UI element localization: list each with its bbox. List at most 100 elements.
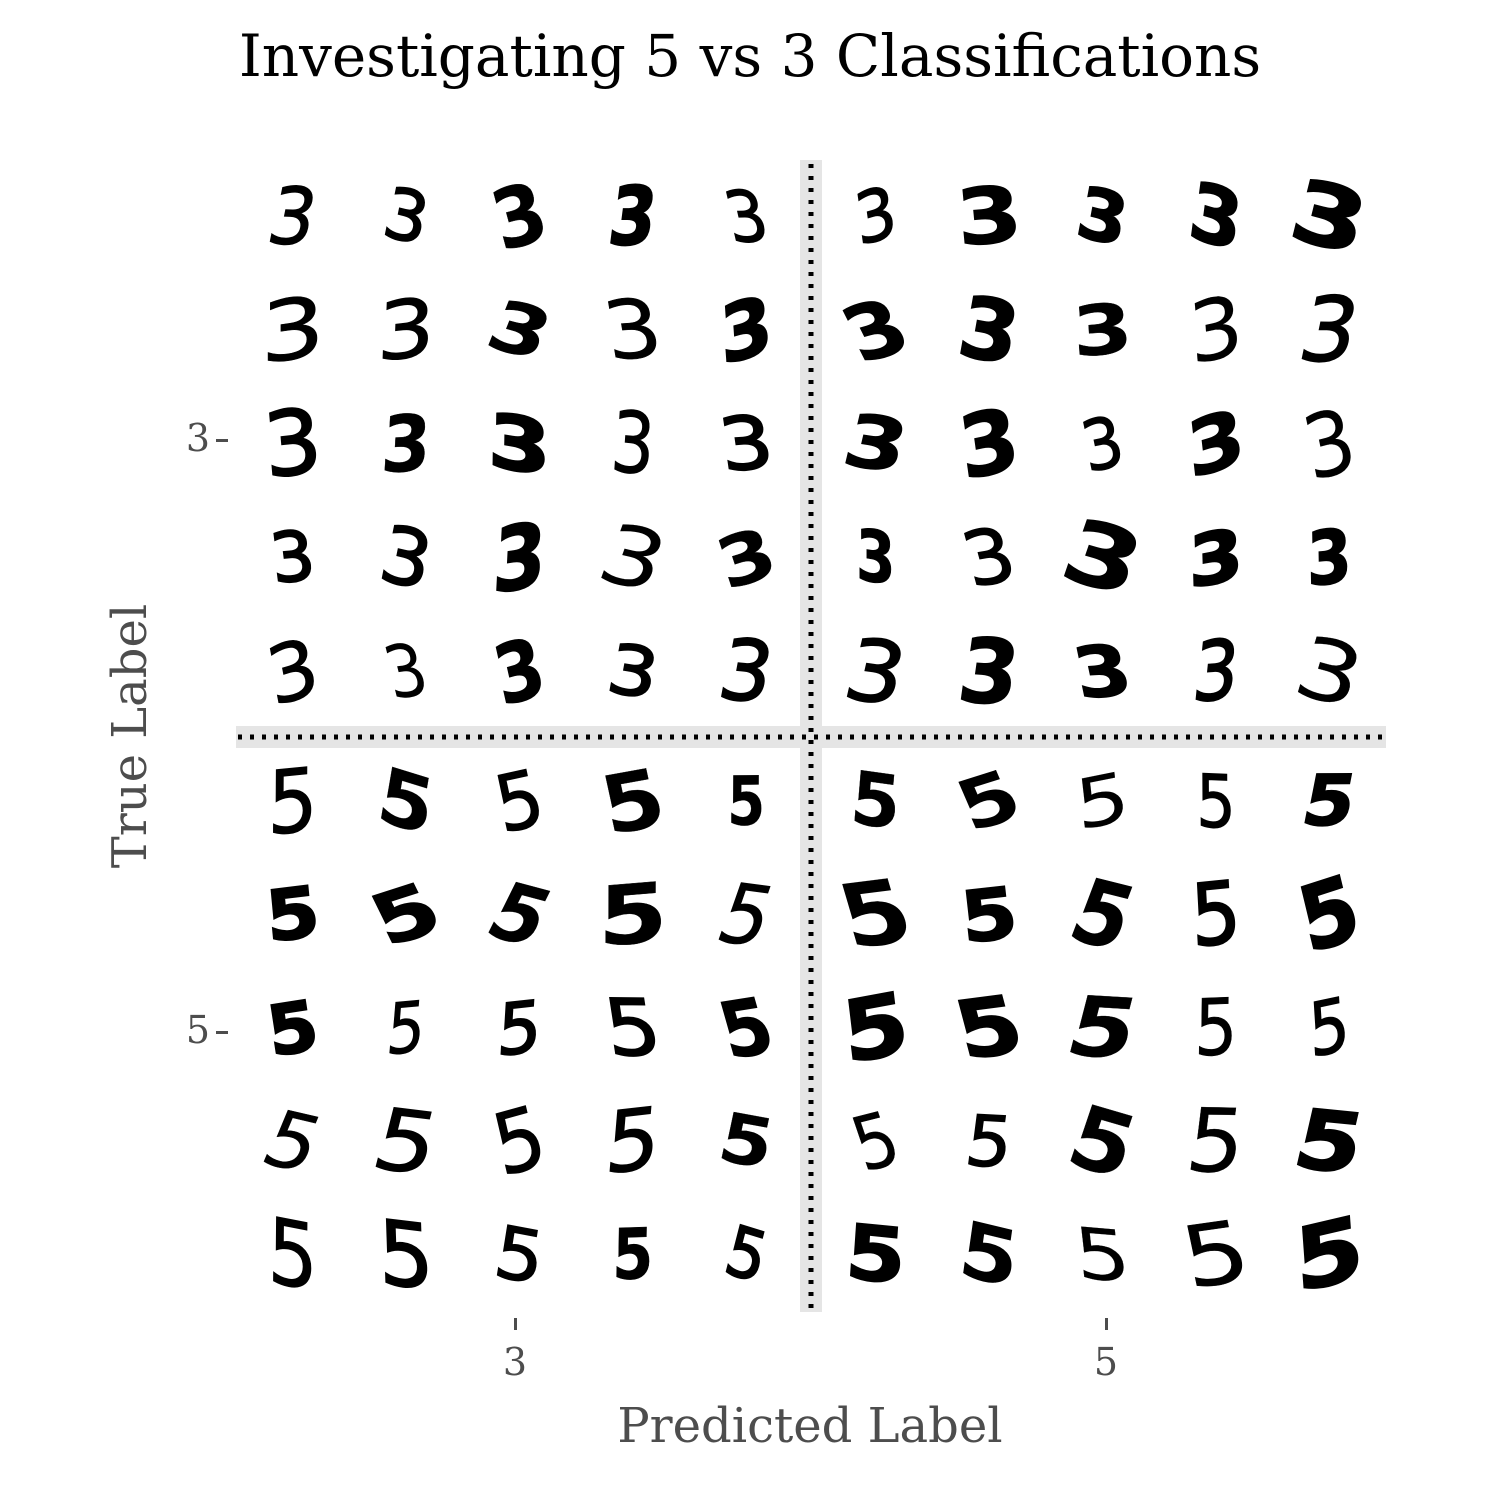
digit-image-5-as-5-17: 5	[1057, 1085, 1149, 1199]
digit-image-5-as-3-8: 5	[598, 864, 668, 965]
digit-image-3-as-3-18: 3	[587, 506, 680, 611]
digit-image-5-as-5-22: 5	[1070, 1211, 1135, 1299]
digit-image-5-as-5-18: 5	[1181, 1090, 1251, 1194]
digit-image-5-as-5-10: 5	[837, 973, 914, 1083]
digit-image-5-as-3-10: 5	[262, 984, 324, 1072]
digit-image-5-as-5-23: 5	[1173, 1202, 1258, 1308]
digit-image-3-as-3-15: 3	[266, 517, 319, 599]
digit-image-3-as-5-14: 3	[1294, 388, 1364, 501]
digit-image-3-as-5-3: 3	[1184, 163, 1248, 270]
digit-image-3-as-5-21: 3	[952, 618, 1025, 726]
y-tick-mark-5	[216, 1031, 228, 1034]
digit-image-5-as-3-16: 5	[363, 1089, 448, 1194]
digit-image-3-as-3-6: 3	[375, 281, 437, 381]
digit-image-3-as-3-12: 3	[487, 395, 551, 493]
digit-image-5-as-3-17: 5	[484, 1087, 555, 1196]
digit-image-5-as-5-24: 5	[1292, 1197, 1368, 1313]
digit-image-3-as-5-1: 3	[952, 170, 1026, 265]
x-tick-label-3: 3	[502, 1340, 528, 1384]
digit-image-5-as-5-21: 5	[954, 1204, 1025, 1307]
horizontal-divider-band	[236, 726, 1386, 748]
digit-image-3-as-5-12: 3	[1074, 400, 1130, 488]
digit-image-3-as-3-10: 3	[260, 390, 326, 499]
digit-image-5-as-3-6: 5	[358, 868, 454, 963]
digit-image-5-as-3-23: 5	[612, 1214, 654, 1297]
quadrant-true-3-pred-3: 3 3 3 3 33 3 3 3 33 3 3 3 33 3 3 3 33 3 3 3 3	[259, 163, 787, 725]
digit-image-3-as-3-16: 3	[373, 508, 440, 608]
digit-image-3-as-5-5: 3	[828, 282, 924, 380]
digit-image-5-as-3-0: 5	[267, 748, 318, 856]
digit-image-3-as-3-3: 3	[604, 170, 662, 264]
digit-image-3-as-3-7: 3	[476, 285, 562, 376]
digit-image-5-as-3-21: 5	[377, 1200, 435, 1311]
digit-image-5-as-3-2: 5	[487, 752, 552, 851]
digit-image-3-as-3-8: 3	[597, 282, 669, 379]
digit-image-3-as-3-21: 3	[376, 628, 437, 716]
digit-image-3-as-5-7: 3	[1070, 288, 1135, 373]
digit-image-5-as-3-3: 5	[593, 750, 674, 853]
digit-image-5-as-3-9: 5	[706, 865, 786, 965]
digit-image-3-as-3-0: 3	[261, 171, 325, 264]
digit-image-3-as-3-23: 3	[602, 629, 665, 715]
digit-image-3-as-3-17: 3	[491, 502, 549, 614]
quadrant-true-5-pred-5: 5 5 5 5 55 5 5 5 55 5 5 5 55 5 5 5 55 5 5 5 5	[827, 755, 1373, 1314]
digit-image-3-as-3-2: 3	[482, 164, 558, 271]
digit-image-5-as-5-12: 5	[1057, 979, 1148, 1078]
y-tick-label-5: 5	[185, 1008, 210, 1052]
digit-image-5-as-5-15: 5	[841, 1095, 910, 1189]
digit-image-5-as-3-13: 5	[599, 983, 668, 1074]
digit-image-5-as-3-11: 5	[384, 985, 429, 1071]
digit-image-5-as-3-22: 5	[489, 1209, 550, 1301]
digit-image-5-as-5-2: 5	[1071, 757, 1133, 847]
digit-image-5-as-5-7: 5	[1058, 860, 1148, 971]
digit-image-5-as-5-9: 5	[1290, 856, 1369, 974]
digit-image-3-as-3-5: 3	[260, 278, 325, 384]
digit-image-5-as-3-18: 5	[602, 1089, 664, 1194]
digit-image-3-as-5-22: 3	[1066, 630, 1138, 715]
y-tick-mark-3	[216, 439, 228, 442]
digit-image-5-as-3-19: 5	[712, 1098, 781, 1185]
digit-image-3-as-5-8: 3	[1185, 276, 1247, 384]
digit-image-5-as-5-11: 5	[946, 979, 1033, 1078]
digit-image-5-as-5-1: 5	[945, 755, 1034, 848]
quadrant-true-3-pred-5: 3 3 3 3 33 3 3 3 33 3 3 3 33 3 3 3 33 3 3 3 3	[827, 158, 1378, 728]
digit-image-3-as-5-18: 3	[1188, 512, 1244, 605]
digit-image-5-as-3-7: 5	[473, 865, 566, 964]
digit-image-5-as-3-1: 5	[371, 750, 440, 854]
quadrant-true-5-pred-3: 5 5 5 5 55 5 5 5 55 5 5 5 55 5 5 5 55 5 5 5 5	[250, 747, 787, 1313]
digit-image-5-as-5-20: 5	[843, 1209, 909, 1302]
digit-image-5-as-5-4: 5	[1296, 761, 1363, 842]
digit-image-5-as-5-3: 5	[1196, 758, 1236, 845]
digit-image-3-as-3-24: 3	[712, 622, 781, 722]
digit-image-3-as-5-17: 3	[1050, 500, 1155, 617]
digit-image-5-as-5-16: 5	[961, 1100, 1017, 1184]
digit-image-3-as-3-14: 3	[714, 401, 778, 488]
digit-image-3-as-5-4: 3	[1282, 159, 1378, 275]
digit-image-3-as-5-23: 3	[1189, 623, 1243, 722]
x-tick-label-5: 5	[1093, 1340, 1119, 1384]
digit-image-3-as-5-13: 3	[1183, 392, 1250, 498]
x-tick-mark-5	[1105, 1318, 1108, 1330]
digit-image-5-as-5-5: 5	[827, 861, 924, 970]
digit-image-5-as-3-4: 5	[727, 762, 766, 842]
digit-image-3-as-5-16: 3	[953, 512, 1025, 605]
digit-image-3-as-3-4: 3	[717, 175, 776, 258]
digit-image-3-as-3-11: 3	[379, 398, 434, 491]
chart-title: Investigating 5 vs 3 Classifications	[238, 22, 1262, 90]
x-tick-mark-3	[514, 1318, 517, 1330]
digit-image-3-as-5-15: 3	[856, 514, 896, 602]
digit-image-5-as-3-12: 5	[495, 984, 544, 1073]
digit-image-5-as-3-5: 5	[262, 872, 323, 959]
x-axis-label: Predicted Label	[617, 1398, 1003, 1454]
digit-image-3-as-3-20: 3	[259, 620, 325, 725]
digit-image-3-as-5-10: 3	[836, 399, 916, 491]
digit-image-5-as-3-20: 5	[267, 1198, 318, 1313]
digit-image-3-as-3-22: 3	[486, 620, 553, 725]
digit-image-5-as-3-15: 5	[250, 1093, 335, 1190]
digit-image-5-as-5-6: 5	[957, 871, 1022, 960]
digit-image-3-as-5-11: 3	[953, 389, 1025, 501]
digit-image-3-as-5-6: 3	[952, 277, 1027, 384]
digit-image-3-as-5-0: 3	[850, 171, 902, 263]
y-axis-label: True Label	[102, 603, 158, 869]
